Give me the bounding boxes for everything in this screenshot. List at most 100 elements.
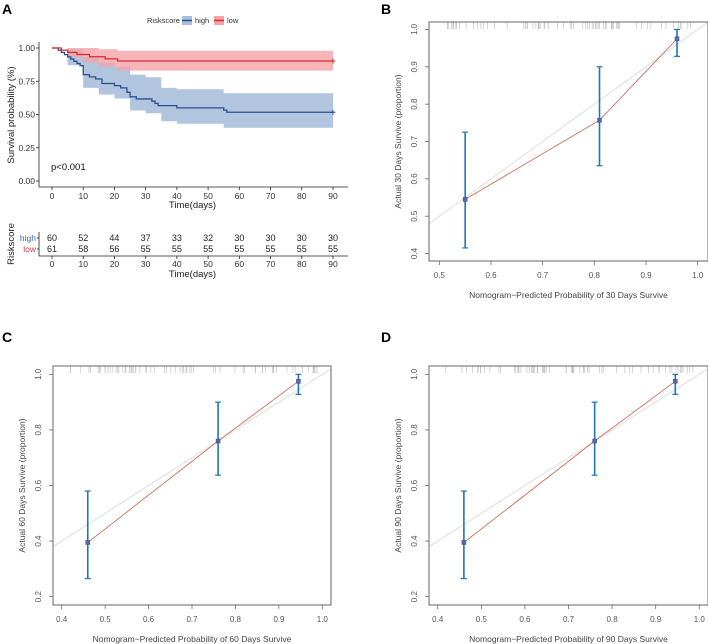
- x-tick-label: 0.6: [485, 271, 497, 280]
- risk-table: high 60 52 44 37 33 32 30 30 30 30 low 61 58 56 55 55 55 5…: [6, 223, 348, 280]
- x-tick-label: 20: [110, 191, 120, 201]
- plot-frame: [52, 365, 332, 606]
- risk-count-high: 30: [328, 233, 338, 243]
- risk-x-tick-label: 0: [50, 259, 55, 269]
- x-tick-label: 1.0: [317, 615, 329, 624]
- risk-x-tick-label: 90: [328, 259, 338, 269]
- risk-count-high: 52: [78, 233, 88, 243]
- risk-x-tick-label: 80: [297, 259, 307, 269]
- survival-curve-low: [52, 47, 333, 62]
- y-tick-label: 0.50: [18, 110, 35, 120]
- risk-count-low: 61: [47, 244, 57, 254]
- legend-title: Riskscore: [147, 16, 180, 25]
- censor-mark-low: [330, 58, 336, 64]
- risk-count-high: 33: [172, 233, 182, 243]
- calibration-plot-60-days: 0.4 0.5 0.6 0.7 0.8 0.9 1.0 0.2 0.4 0.6 0.8 1.0 Nomo…: [17, 365, 332, 644]
- x-tick-label: 0.9: [650, 615, 662, 624]
- x-axis-title: Nomogram−Predicted Probability of 90 Day…: [469, 634, 668, 644]
- risk-count-low: 56: [109, 244, 119, 254]
- risk-x-tick-label: 60: [235, 259, 245, 269]
- risk-x-tick-label: 50: [203, 259, 213, 269]
- ci-band-low: [52, 48, 333, 71]
- y-tick-label: 0.75: [18, 76, 35, 86]
- risk-count-high: 44: [109, 233, 119, 243]
- y-tick-label: 0.2: [34, 591, 43, 603]
- survival-curve-high: [52, 47, 333, 113]
- x-tick-label: 0.4: [56, 615, 68, 624]
- x-tick-label: 0.5: [476, 615, 488, 624]
- y-axis-title: Actual 30 Days Survive (proportion): [393, 74, 403, 208]
- y-tick-label: 1.0: [410, 23, 419, 35]
- plot-frame: [428, 365, 708, 606]
- x-tick-label: 10: [78, 191, 88, 201]
- x-tick-label: 0.9: [273, 615, 285, 624]
- calibration-point: [215, 438, 221, 444]
- censor-mark-high: [330, 109, 336, 115]
- calibration-point: [673, 379, 678, 384]
- plot-frame: [428, 21, 708, 262]
- x-tick-label: 0.8: [230, 615, 242, 624]
- risk-count-low: 58: [78, 244, 88, 254]
- risk-count-high: 30: [297, 233, 307, 243]
- x-tick-label: 0.7: [537, 271, 549, 280]
- risk-x-tick-label: 20: [110, 259, 120, 269]
- risk-count-low: 55: [328, 244, 338, 254]
- risk-count-high: 37: [141, 233, 151, 243]
- rug-marks: [447, 22, 691, 29]
- panel-label-a: A: [2, 1, 12, 17]
- y-tick-label: 0.5: [410, 210, 419, 222]
- risk-x-tick-label: 10: [78, 259, 88, 269]
- y-axis-title: Actual 90 Days Survive (proportion): [393, 418, 403, 552]
- risk-row-label-high: high: [20, 233, 36, 243]
- risk-count-low: 55: [234, 244, 244, 254]
- y-axis-title: Survival probability (%): [6, 66, 17, 163]
- legend-label-high: high: [195, 16, 209, 25]
- y-tick-label: 0.25: [18, 143, 35, 153]
- calibration-point: [674, 36, 680, 42]
- calibration-plot-90-days: 0.4 0.5 0.6 0.7 0.8 0.9 1.0 0.2 0.4 0.6 0.8 1.0 Nomo…: [393, 365, 708, 644]
- x-tick-label: 80: [297, 191, 307, 201]
- risk-count-low: 55: [141, 244, 151, 254]
- y-tick-label: 1.0: [410, 368, 419, 380]
- x-tick-label: 0: [50, 191, 55, 201]
- y-tick-label: 0.4: [34, 535, 43, 547]
- x-tick-label: 40: [172, 191, 182, 201]
- x-tick-label: 0.4: [432, 615, 444, 624]
- x-tick-label: 0.8: [589, 271, 601, 280]
- risk-count-high: 30: [266, 233, 276, 243]
- x-tick-label: 0.9: [640, 271, 652, 280]
- x-axis-title: Nomogram−Predicted Probability of 30 Day…: [469, 290, 668, 300]
- y-tick-label: 1.0: [34, 368, 43, 380]
- calibration-point: [462, 197, 468, 202]
- risk-count-low: 55: [266, 244, 276, 254]
- calibration-point: [592, 438, 597, 444]
- x-tick-label: 0.7: [563, 615, 575, 624]
- calibration-plot-30-days: 0.5 0.6 0.7 0.8 0.9 1.0 0.4 0.5 0.6 0.7 0.8 0.9 1.0 N…: [393, 21, 708, 300]
- risk-count-low: 55: [172, 244, 182, 254]
- calibration-point: [597, 117, 602, 123]
- p-value-annotation: p<0.001: [51, 162, 86, 173]
- y-tick-label: 0.6: [34, 479, 43, 491]
- y-tick-label: 0.8: [34, 424, 43, 436]
- calibration-point: [85, 540, 90, 545]
- x-tick-label: 0.6: [519, 615, 531, 624]
- risk-count-high: 60: [47, 233, 57, 243]
- x-tick-label: 0.8: [607, 615, 619, 624]
- km-plot: Riskscore high low 0.00 0.25 0.50 0.75 1.00 0 10 2…: [6, 16, 348, 211]
- risk-table-title: Riskscore: [6, 223, 17, 265]
- y-tick-label: 0.00: [18, 176, 35, 186]
- y-tick-label: 0.2: [410, 591, 419, 603]
- y-tick-label: 0.8: [410, 424, 419, 436]
- x-tick-label: 0.6: [143, 615, 155, 624]
- x-tick-label: 90: [328, 191, 338, 201]
- legend: Riskscore high low: [147, 16, 239, 25]
- risk-x-tick-label: 40: [172, 259, 182, 269]
- panel-label-b: B: [381, 1, 391, 17]
- y-tick-label: 0.7: [410, 135, 419, 147]
- y-tick-label: 0.4: [410, 535, 419, 547]
- rug-marks: [70, 366, 318, 373]
- x-tick-label: 50: [203, 191, 213, 201]
- risk-x-tick-label: 70: [266, 259, 276, 269]
- x-axis-title: Nomogram−Predicted Probability of 60 Day…: [93, 634, 292, 644]
